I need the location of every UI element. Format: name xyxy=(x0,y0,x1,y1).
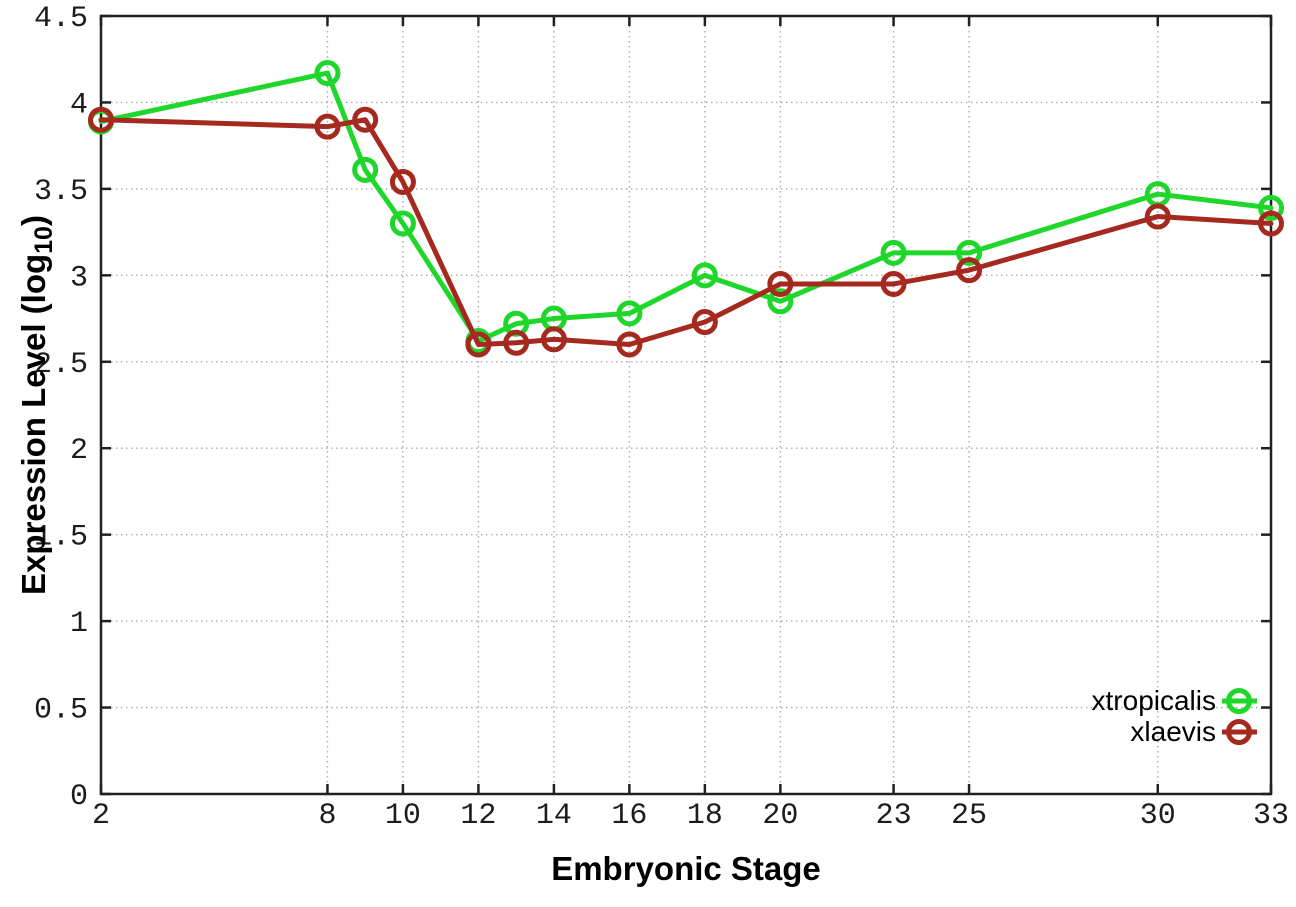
data-point-xlaevis xyxy=(314,113,341,140)
data-point-xlaevis xyxy=(88,106,114,133)
x-tick-label: 30 xyxy=(1140,799,1176,833)
x-tick-label: 12 xyxy=(460,799,496,833)
data-point-xlaevis xyxy=(880,270,907,297)
y-tick-label: 4 xyxy=(70,88,88,122)
x-tick-label: 8 xyxy=(318,799,336,833)
y-tick-label: 0 xyxy=(70,780,88,814)
series-line-xtropicalis xyxy=(98,70,1274,344)
data-point-xtropicalis xyxy=(691,262,718,289)
x-tick-label: 18 xyxy=(687,799,723,833)
data-point-xlaevis xyxy=(465,331,492,358)
y-axis-title: Expression Level (log10) xyxy=(15,215,58,595)
y-tick-label: 1 xyxy=(70,607,88,641)
axes: 0 0.5 1 1.5 2 2.5 3 3.5 4 4.5 2 8 10 12 14 16 18 20 23 25 30… xyxy=(34,2,1289,833)
data-point-xlaevis xyxy=(540,326,567,353)
data-point-xlaevis xyxy=(352,106,379,133)
data-point-xtropicalis xyxy=(880,239,907,266)
legend-label: xlaevis xyxy=(1130,716,1216,747)
data-point-xtropicalis xyxy=(767,288,794,315)
legend-marker xyxy=(1226,688,1252,714)
legend-marker xyxy=(1226,719,1252,745)
y-tick-label: 2 xyxy=(70,434,88,468)
x-tick-label: 33 xyxy=(1253,799,1289,833)
data-point-xtropicalis xyxy=(314,60,341,87)
data-point-xlaevis xyxy=(503,329,530,356)
data-point-xtropicalis xyxy=(1258,194,1284,221)
series-line-xlaevis xyxy=(98,117,1274,347)
data-point-xlaevis xyxy=(389,168,416,195)
legend-item-xtropicalis: xtropicalis xyxy=(1092,685,1257,716)
legend-label: xtropicalis xyxy=(1092,685,1216,716)
plot-border xyxy=(99,14,1273,796)
data-point-xlaevis xyxy=(956,257,983,284)
x-tick-label: 10 xyxy=(385,799,421,833)
x-tick-label: 2 xyxy=(92,799,110,833)
x-axis-title: Embryonic Stage xyxy=(551,850,821,887)
data-point-xtropicalis xyxy=(616,300,643,327)
legend-item-xlaevis: xlaevis xyxy=(1130,716,1257,747)
x-tick-label: 20 xyxy=(762,799,798,833)
data-point-xlaevis xyxy=(691,309,718,336)
gridlines xyxy=(101,16,1271,794)
y-tick-label: 3 xyxy=(70,261,88,295)
y-tick-label: 1.5 xyxy=(34,521,88,555)
x-tick-label: 14 xyxy=(536,799,572,833)
y-tick-label: 4.5 xyxy=(34,2,88,36)
data-point-xlaevis xyxy=(767,270,794,297)
series-lines xyxy=(88,60,1284,358)
y-tick-label: 0.5 xyxy=(34,694,88,728)
x-tick-label: 23 xyxy=(876,799,912,833)
x-tick-label: 16 xyxy=(611,799,647,833)
data-point-xtropicalis xyxy=(389,210,416,237)
data-point-xlaevis xyxy=(616,331,643,358)
x-tick-label: 25 xyxy=(951,799,987,833)
data-point-xtropicalis xyxy=(956,239,983,266)
data-point-xlaevis xyxy=(1258,210,1284,237)
y-axis-title-text: Expression Level (log10) xyxy=(15,215,58,595)
data-point-xtropicalis xyxy=(352,156,379,183)
y-tick-label: 3.5 xyxy=(34,175,88,209)
data-point-xlaevis xyxy=(1144,203,1171,230)
y-tick-label: 2.5 xyxy=(34,348,88,382)
